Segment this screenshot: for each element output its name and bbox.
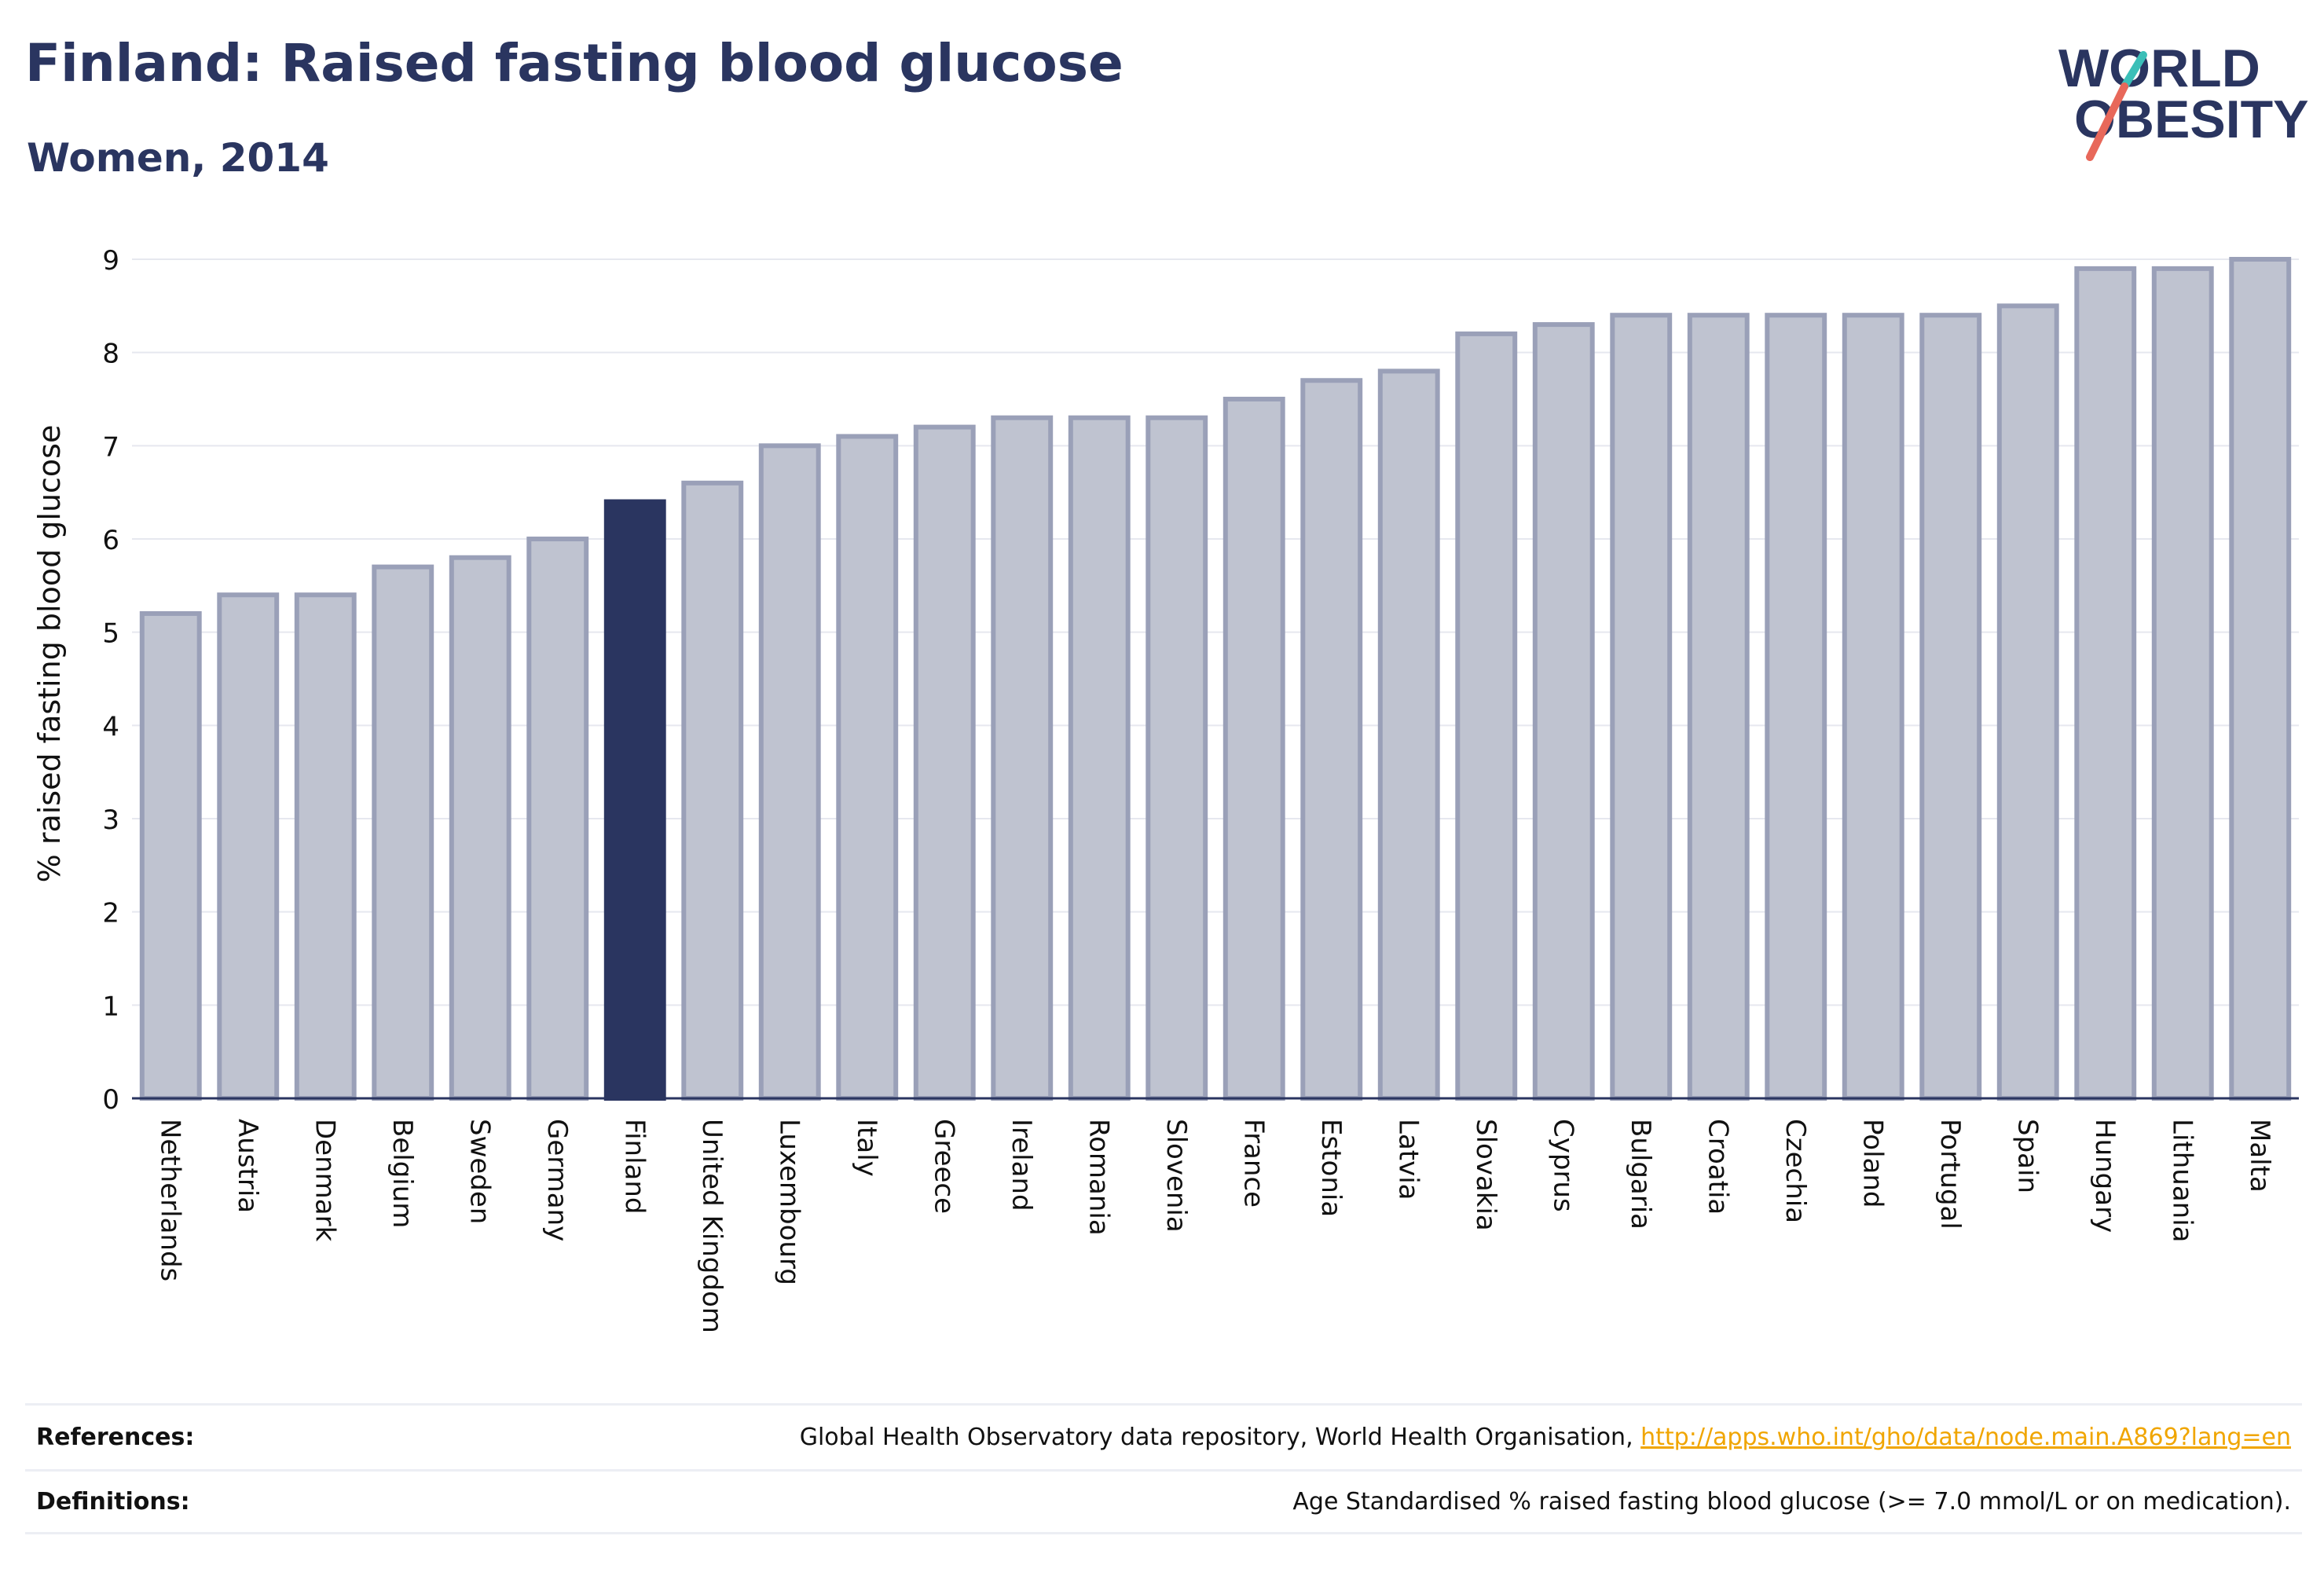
x-tick-label: Slovakia bbox=[1470, 1119, 1501, 1231]
x-tick-label: Czechia bbox=[1780, 1119, 1811, 1223]
bar-austria bbox=[217, 592, 280, 1101]
x-tick-label: Finland bbox=[618, 1119, 650, 1215]
bars bbox=[139, 257, 2292, 1101]
footer-divider-bottom bbox=[25, 1532, 2302, 1534]
references-label: References: bbox=[36, 1424, 195, 1451]
x-tick-label: Lithuania bbox=[2166, 1119, 2198, 1242]
bar-netherlands bbox=[139, 610, 202, 1101]
references-text: Global Health Observatory data repositor… bbox=[800, 1424, 2291, 1451]
y-tick-label: 6 bbox=[102, 525, 119, 556]
bar-france bbox=[1222, 397, 1285, 1101]
y-tick-label: 9 bbox=[102, 245, 119, 277]
x-tick-label: Italy bbox=[851, 1119, 882, 1177]
x-tick-label: Netherlands bbox=[154, 1119, 185, 1281]
bar-malta bbox=[2229, 257, 2292, 1101]
bar-hungary bbox=[2074, 266, 2137, 1101]
y-tick-label: 3 bbox=[102, 804, 119, 836]
definitions-text: Age Standardised % raised fasting blood … bbox=[1292, 1488, 2291, 1516]
bar-portugal bbox=[1919, 313, 1982, 1101]
bar-romania bbox=[1068, 415, 1131, 1101]
bar-poland bbox=[1842, 313, 1904, 1101]
logo-line-2: OBESITY bbox=[2074, 90, 2309, 149]
x-tick-label: Hungary bbox=[2089, 1119, 2121, 1233]
references-link[interactable]: http://apps.who.int/gho/data/node.main.A… bbox=[1640, 1424, 2291, 1451]
definitions-label: Definitions: bbox=[36, 1488, 190, 1516]
x-tick-label: France bbox=[1237, 1119, 1269, 1208]
y-tick-label: 0 bbox=[102, 1084, 119, 1116]
logo-slash-coral bbox=[2086, 82, 2128, 161]
x-tick-label: Austria bbox=[232, 1119, 263, 1213]
chart-title: Finland: Raised fasting blood glucose bbox=[25, 33, 1124, 93]
x-tick-label: Bulgaria bbox=[1625, 1119, 1656, 1230]
x-tick-label: Estonia bbox=[1315, 1119, 1347, 1217]
y-tick-label: 2 bbox=[102, 898, 119, 929]
bar-croatia bbox=[1687, 313, 1750, 1101]
x-tick-label: Spain bbox=[2011, 1119, 2043, 1193]
bar-sweden bbox=[449, 555, 511, 1101]
x-tick-label: Sweden bbox=[464, 1119, 495, 1224]
x-tick-label: Cyprus bbox=[1547, 1119, 1578, 1212]
x-tick-label: Portugal bbox=[1934, 1119, 1966, 1230]
x-tick-label: United Kingdom bbox=[696, 1119, 728, 1333]
logo-slash-teal bbox=[2121, 51, 2147, 90]
x-tick-label: Greece bbox=[928, 1119, 959, 1214]
bar-czechia bbox=[1765, 313, 1827, 1101]
x-tick-label: Denmark bbox=[309, 1119, 340, 1242]
bar-slovakia bbox=[1455, 331, 1518, 1101]
bar-chart: 0 1 2 3 4 5 6 7 8 9 Netherlands Austria Denmark Belg… bbox=[32, 245, 2299, 1333]
y-tick-label: 7 bbox=[102, 431, 119, 463]
references-row: References: Global Health Observatory da… bbox=[25, 1409, 2302, 1472]
footer-divider-middle bbox=[25, 1469, 2302, 1472]
bar-belgium bbox=[372, 564, 434, 1101]
bar-slovenia bbox=[1146, 415, 1208, 1101]
y-tick-label: 4 bbox=[102, 711, 119, 742]
bar-bulgaria bbox=[1610, 313, 1673, 1101]
x-tick-label: Latvia bbox=[1392, 1119, 1424, 1200]
bar-lithuania bbox=[2151, 266, 2214, 1101]
logo-line-1: WORLD bbox=[2058, 38, 2260, 98]
world-obesity-logo: WORLD OBESITY bbox=[2058, 38, 2309, 161]
bar-germany bbox=[526, 537, 589, 1101]
y-tick-label: 8 bbox=[102, 339, 119, 370]
x-tick-label: Germany bbox=[541, 1119, 573, 1241]
x-tick-label: Slovenia bbox=[1160, 1119, 1192, 1233]
bar-luxembourg bbox=[758, 443, 821, 1101]
bar-united-kingdom bbox=[681, 480, 744, 1101]
x-tick-label: Luxembourg bbox=[773, 1119, 805, 1285]
bar-ireland bbox=[991, 415, 1054, 1101]
x-tick-label: Croatia bbox=[1702, 1119, 1733, 1215]
x-tick-label: Belgium bbox=[387, 1119, 418, 1228]
footer-divider-top bbox=[25, 1403, 2302, 1406]
y-tick-label: 1 bbox=[102, 991, 119, 1022]
y-axis-label: % raised fasting blood glucose bbox=[32, 425, 67, 883]
x-tick-label: Ireland bbox=[1006, 1119, 1037, 1211]
x-axis-labels: Netherlands Austria Denmark Belgium Sweden Ge… bbox=[154, 1119, 2275, 1333]
bar-cyprus bbox=[1532, 322, 1595, 1101]
x-tick-label: Romania bbox=[1083, 1119, 1114, 1236]
bar-spain bbox=[1996, 303, 2059, 1101]
references-source: Global Health Observatory data repositor… bbox=[799, 1424, 1641, 1451]
bar-estonia bbox=[1300, 378, 1363, 1101]
bar-finland bbox=[603, 499, 666, 1101]
bar-latvia bbox=[1377, 368, 1440, 1101]
bar-italy bbox=[836, 434, 899, 1101]
bar-greece bbox=[913, 424, 976, 1101]
bar-denmark bbox=[294, 592, 357, 1101]
y-tick-label: 5 bbox=[102, 618, 119, 650]
x-tick-label: Poland bbox=[1857, 1119, 1888, 1208]
x-tick-label: Malta bbox=[2244, 1119, 2275, 1193]
y-axis-ticks: 0 1 2 3 4 5 6 7 8 9 bbox=[102, 245, 119, 1116]
definitions-row: Definitions: Age Standardised % raised f… bbox=[25, 1474, 2302, 1537]
chart-subtitle: Women, 2014 bbox=[27, 135, 329, 181]
